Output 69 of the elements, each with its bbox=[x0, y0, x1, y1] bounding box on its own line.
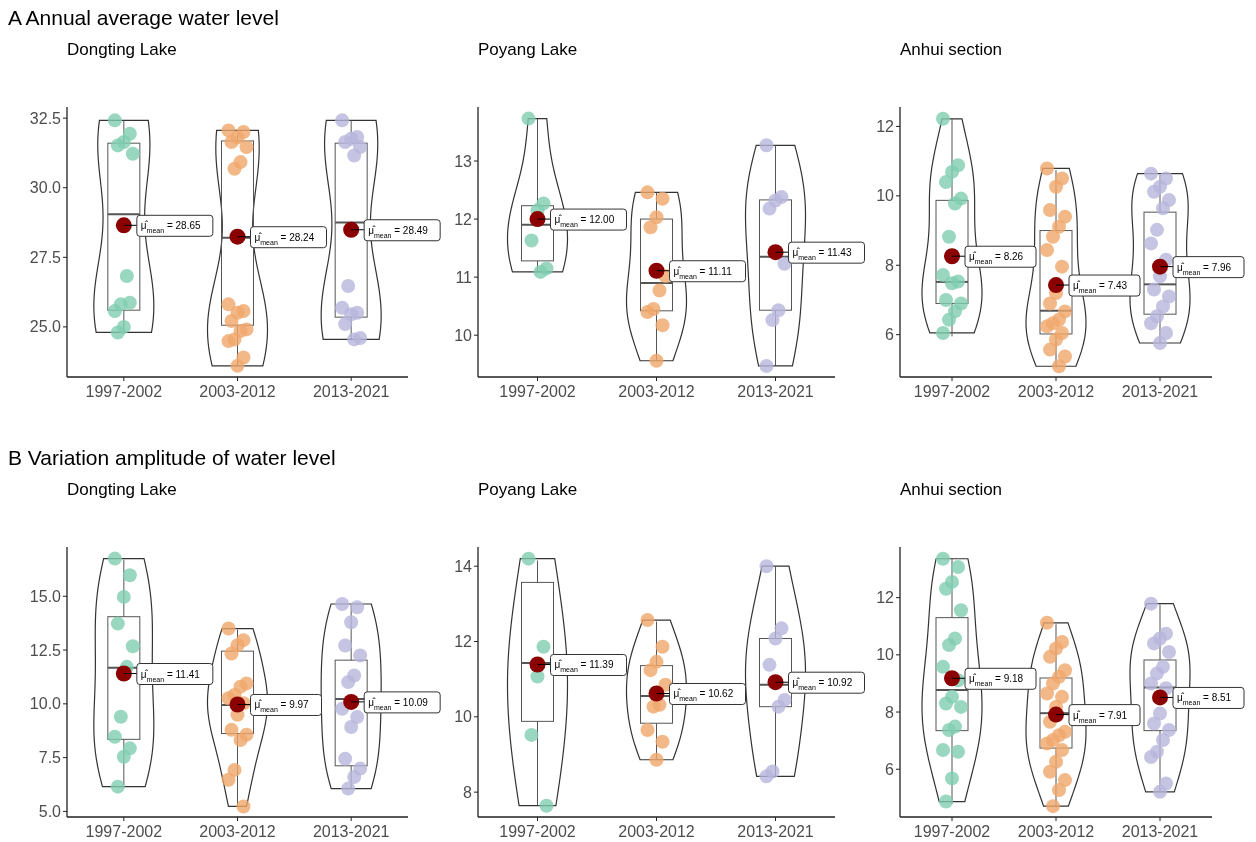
y-tick-label: 6 bbox=[885, 760, 895, 778]
y-tick-label: 10.0 bbox=[29, 695, 62, 713]
x-tick-label: 1997-2002 bbox=[913, 823, 991, 840]
x-tick-label: 2013-2021 bbox=[312, 383, 390, 400]
y-tick-label: 14 bbox=[454, 557, 473, 575]
x-tick-label: 2013-2021 bbox=[1121, 823, 1199, 840]
y-tick-label: 8 bbox=[463, 783, 473, 801]
data-label: μ̂$_{mean}$ = 10.92 bbox=[792, 677, 853, 691]
x-tick-label: 1997-2002 bbox=[85, 383, 163, 400]
y-tick-label: 10 bbox=[454, 708, 473, 726]
y-tick-label: 6 bbox=[885, 326, 895, 344]
y-tick-label: 10 bbox=[876, 646, 895, 664]
y-tick-label: 12 bbox=[454, 633, 473, 651]
x-tick-label: 2003-2012 bbox=[618, 383, 695, 400]
chart-title: Poyang Lake bbox=[478, 40, 578, 59]
x-tick-label: 2003-2012 bbox=[1017, 383, 1095, 400]
x-tick-label: 2013-2021 bbox=[737, 823, 814, 840]
data-label: μ̂$_{mean}$ = 28.24 bbox=[254, 231, 315, 246]
data-label: μ̂$_{mean}$ = 9.97 bbox=[254, 699, 310, 713]
y-tick-label: 15.0 bbox=[29, 587, 62, 605]
y-tick-label: 12.5 bbox=[29, 641, 62, 659]
x-tick-label: 2013-2021 bbox=[312, 823, 390, 840]
data-label: μ̂$_{mean}$ = 10.09 bbox=[368, 696, 429, 711]
y-tick-label: 10 bbox=[876, 187, 895, 205]
y-tick-label: 11 bbox=[455, 268, 473, 286]
chart-title: Poyang Lake bbox=[478, 480, 578, 499]
y-tick-label: 12 bbox=[454, 210, 473, 228]
x-tick-label: 2003-2012 bbox=[199, 823, 276, 840]
y-tick-label: 12 bbox=[876, 589, 895, 607]
x-tick-label: 2003-2012 bbox=[1017, 823, 1095, 840]
y-tick-label: 10 bbox=[454, 326, 473, 344]
y-tick-label: 25.0 bbox=[29, 318, 62, 336]
y-tick-label: 8 bbox=[885, 703, 895, 721]
data-label: μ̂$_{mean}$ = 11.41 bbox=[140, 668, 201, 682]
x-tick-label: 2013-2021 bbox=[1121, 383, 1199, 400]
data-label: μ̂$_{mean}$ = 7.96 bbox=[1177, 261, 1232, 276]
x-tick-label: 1997-2002 bbox=[499, 823, 576, 840]
y-tick-label: 32.5 bbox=[29, 109, 62, 127]
x-tick-label: 2013-2021 bbox=[737, 383, 814, 400]
chart-title: Anhui section bbox=[900, 480, 1003, 499]
x-tick-label: 2003-2012 bbox=[199, 383, 276, 400]
data-label: μ̂$_{mean}$ = 10.62 bbox=[673, 688, 734, 702]
y-tick-label: 27.5 bbox=[29, 248, 62, 266]
y-tick-label: 8 bbox=[885, 256, 895, 274]
data-label: μ̂$_{mean}$ = 7.91 bbox=[1073, 709, 1128, 724]
text: B Variation amplitude of water level bbox=[8, 446, 336, 469]
text: A Annual average water level bbox=[8, 6, 279, 29]
y-tick-label: 12 bbox=[876, 118, 895, 136]
x-tick-label: 1997-2002 bbox=[499, 383, 576, 400]
data-label: μ̂$_{mean}$ = 9.18 bbox=[969, 673, 1024, 687]
chart-title: Dongting Lake bbox=[67, 40, 177, 59]
data-label: μ̂$_{mean}$ = 28.65 bbox=[140, 220, 201, 234]
x-tick-label: 1997-2002 bbox=[913, 383, 991, 400]
data-label: μ̂$_{mean}$ = 11.43 bbox=[792, 247, 852, 261]
data-label: μ̂$_{mean}$ = 12.00 bbox=[554, 214, 615, 228]
data-label: μ̂$_{mean}$ = 11.11 bbox=[673, 265, 733, 280]
data-label: μ̂$_{mean}$ = 7.43 bbox=[1073, 280, 1128, 294]
chart-title: Dongting Lake bbox=[67, 480, 177, 499]
y-tick-label: 5.0 bbox=[38, 803, 62, 821]
data-label: μ̂$_{mean}$ = 8.26 bbox=[969, 251, 1024, 265]
data-label: μ̂$_{mean}$ = 11.39 bbox=[554, 659, 614, 673]
y-tick-label: 30.0 bbox=[29, 179, 62, 197]
data-label: μ̂$_{mean}$ = 8.51 bbox=[1177, 692, 1232, 706]
x-tick-label: 1997-2002 bbox=[85, 823, 163, 840]
y-tick-label: 13 bbox=[454, 152, 473, 170]
y-tick-label: 7.5 bbox=[38, 749, 62, 767]
chart-title: Anhui section bbox=[900, 40, 1003, 59]
data-label: μ̂$_{mean}$ = 28.49 bbox=[368, 224, 429, 239]
x-tick-label: 2003-2012 bbox=[618, 823, 695, 840]
